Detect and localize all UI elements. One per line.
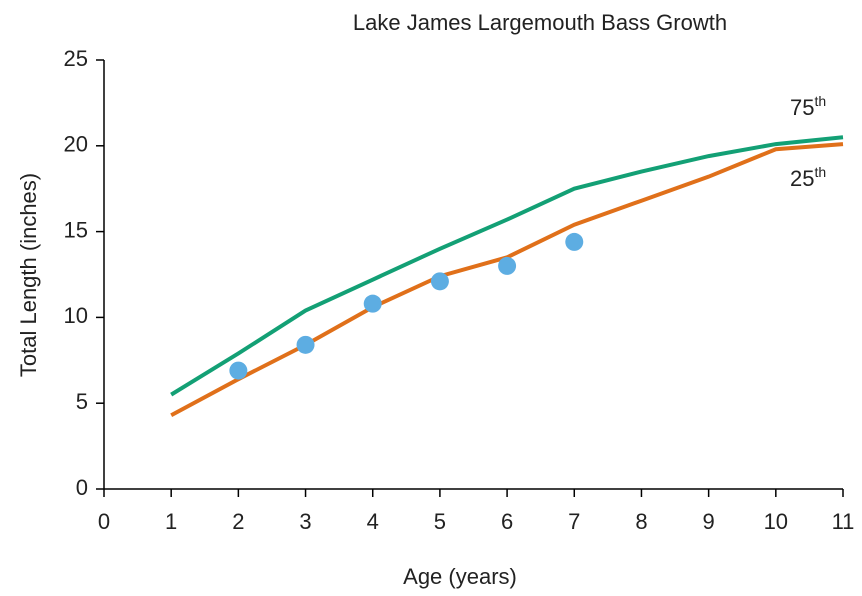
line-label-number: 75	[790, 95, 814, 120]
y-tick-label: 15	[64, 217, 88, 242]
point	[229, 361, 248, 380]
point	[430, 272, 449, 291]
point	[565, 232, 584, 251]
y-tick-label: 10	[64, 303, 88, 328]
y-tick-label: 25	[64, 46, 88, 71]
x-tick-label: 1	[165, 509, 177, 534]
x-tick-label: 2	[232, 509, 244, 534]
y-axis-label: Total Length (inches)	[16, 173, 41, 377]
line-label: 25th	[790, 164, 826, 191]
line-label-number: 25	[790, 166, 814, 191]
x-tick-label: 8	[635, 509, 647, 534]
line-label-suffix: th	[814, 164, 826, 180]
point	[296, 335, 315, 354]
line	[170, 135, 844, 397]
x-tick-label: 0	[98, 509, 110, 534]
x-tick-label: 7	[568, 509, 580, 534]
y-tick-label: 5	[76, 389, 88, 414]
x-axis-label: Age (years)	[403, 564, 517, 589]
x-tick-label: 11	[832, 509, 855, 534]
x-tick-label: 3	[299, 509, 311, 534]
x-tick-label: 9	[703, 509, 715, 534]
x-tick-label: 10	[764, 509, 788, 534]
line-label-suffix: th	[814, 93, 826, 109]
point	[363, 294, 382, 313]
point	[498, 256, 517, 275]
x-tick-label: 4	[367, 509, 379, 534]
line	[170, 142, 844, 417]
chart-title: Lake James Largemouth Bass Growth	[353, 10, 727, 35]
line-label: 75th	[790, 93, 826, 120]
x-tick-label: 6	[501, 509, 513, 534]
y-tick-label: 0	[76, 475, 88, 500]
y-tick-label: 20	[64, 132, 88, 157]
x-tick-label: 5	[434, 509, 446, 534]
